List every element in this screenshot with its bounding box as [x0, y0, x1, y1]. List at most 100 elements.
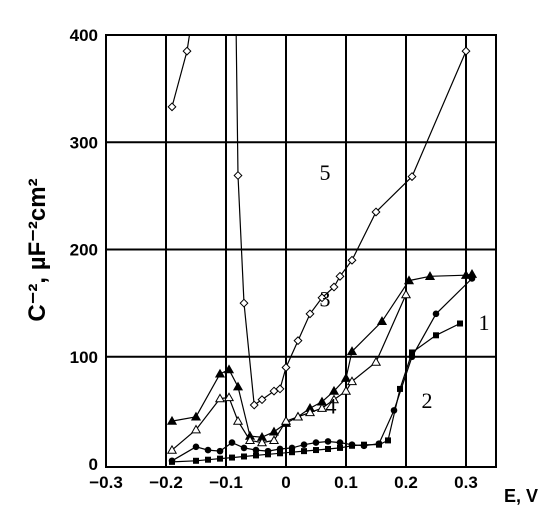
y-tick-label: 200 [70, 241, 98, 260]
data-point [244, 435, 256, 445]
data-point [168, 457, 176, 465]
data-point [216, 447, 224, 455]
y-tick-label: 0 [89, 455, 98, 474]
data-point [312, 439, 320, 446]
data-point [277, 450, 283, 457]
data-point [335, 271, 345, 281]
data-point [397, 385, 403, 392]
data-point [346, 376, 358, 386]
plot-area [166, 35, 478, 465]
x-tick-label: 0.1 [334, 473, 358, 492]
data-point [461, 46, 471, 56]
x-tick-label: −0.2 [149, 473, 183, 492]
plot-frame [105, 34, 497, 468]
y-axis-label: C⁻², µF⁻²cm² [24, 178, 51, 321]
x-axis-label: E, V [504, 486, 538, 506]
data-point [190, 411, 202, 421]
data-point [240, 444, 248, 452]
data-point [317, 293, 327, 303]
data-point [336, 439, 344, 446]
data-point [167, 102, 177, 112]
series-2 [168, 275, 476, 465]
data-point [325, 445, 331, 452]
data-point [268, 435, 280, 445]
data-point [347, 255, 357, 265]
x-tick-label: 0.3 [454, 473, 478, 492]
curve-label-2: 2 [422, 388, 433, 413]
data-point [232, 381, 244, 391]
data-point [408, 353, 416, 361]
data-point [340, 372, 352, 382]
y-tick-label: 100 [70, 348, 98, 367]
data-point [281, 362, 291, 372]
series-4 [166, 289, 412, 454]
data-point [371, 207, 381, 217]
data-point [289, 449, 295, 456]
data-point [182, 46, 192, 56]
data-point [360, 442, 368, 450]
data-point [376, 316, 388, 326]
data-point [280, 415, 292, 425]
x-tick-label: 0 [281, 473, 290, 492]
data-point [409, 349, 415, 356]
data-point [223, 392, 235, 402]
curve-labels: 1 2 3 4 5 [320, 160, 490, 419]
data-point [400, 289, 412, 299]
data-point [466, 268, 478, 278]
data-point [276, 445, 284, 453]
data-point [293, 336, 303, 346]
data-point [264, 447, 272, 455]
data-point [300, 441, 308, 448]
data-point [229, 454, 235, 461]
data-point [407, 172, 417, 182]
data-point [390, 407, 398, 414]
curve-label-5: 5 [320, 160, 331, 185]
data-point [205, 456, 211, 463]
series-5 [167, 35, 471, 410]
data-point [241, 453, 247, 460]
data-point [304, 407, 316, 417]
data-point [257, 395, 267, 405]
data-point [228, 439, 236, 446]
data-point [292, 411, 304, 421]
data-point [166, 444, 178, 454]
data-point [275, 384, 285, 394]
y-tick-label: 300 [70, 133, 98, 152]
series-line [171, 35, 467, 407]
tick-labels: −0.3 −0.2 −0.1 0 0.1 0.2 0.3 0 100 200 300 400 [70, 26, 478, 492]
series-line [171, 322, 461, 463]
data-point [256, 437, 268, 447]
data-point [403, 275, 415, 285]
data-point [301, 448, 307, 455]
data-point [457, 320, 463, 327]
y-tick-label: 400 [70, 26, 98, 45]
data-point [424, 271, 436, 280]
curve-label-1: 1 [479, 310, 490, 335]
data-point [252, 446, 260, 454]
data-point [324, 438, 332, 445]
data-point [233, 170, 243, 181]
x-tick-label: −0.3 [89, 473, 123, 492]
data-point [433, 332, 439, 339]
data-point [268, 426, 280, 436]
data-point [375, 440, 383, 447]
data-point [253, 452, 259, 459]
x-tick-label: 0.2 [394, 473, 418, 492]
data-point [214, 368, 226, 378]
data-point [190, 424, 202, 434]
data-point [223, 364, 235, 374]
data-point [348, 441, 356, 448]
data-point [305, 309, 315, 319]
data-point [204, 446, 212, 454]
curve-label-3: 3 [320, 286, 331, 311]
data-point [328, 394, 340, 404]
data-point [288, 444, 296, 452]
data-point [329, 282, 339, 292]
data-point [316, 403, 328, 412]
data-point [192, 443, 200, 451]
data-point [385, 437, 391, 444]
data-point [340, 385, 352, 395]
data-point [166, 415, 178, 425]
data-point [313, 447, 319, 454]
